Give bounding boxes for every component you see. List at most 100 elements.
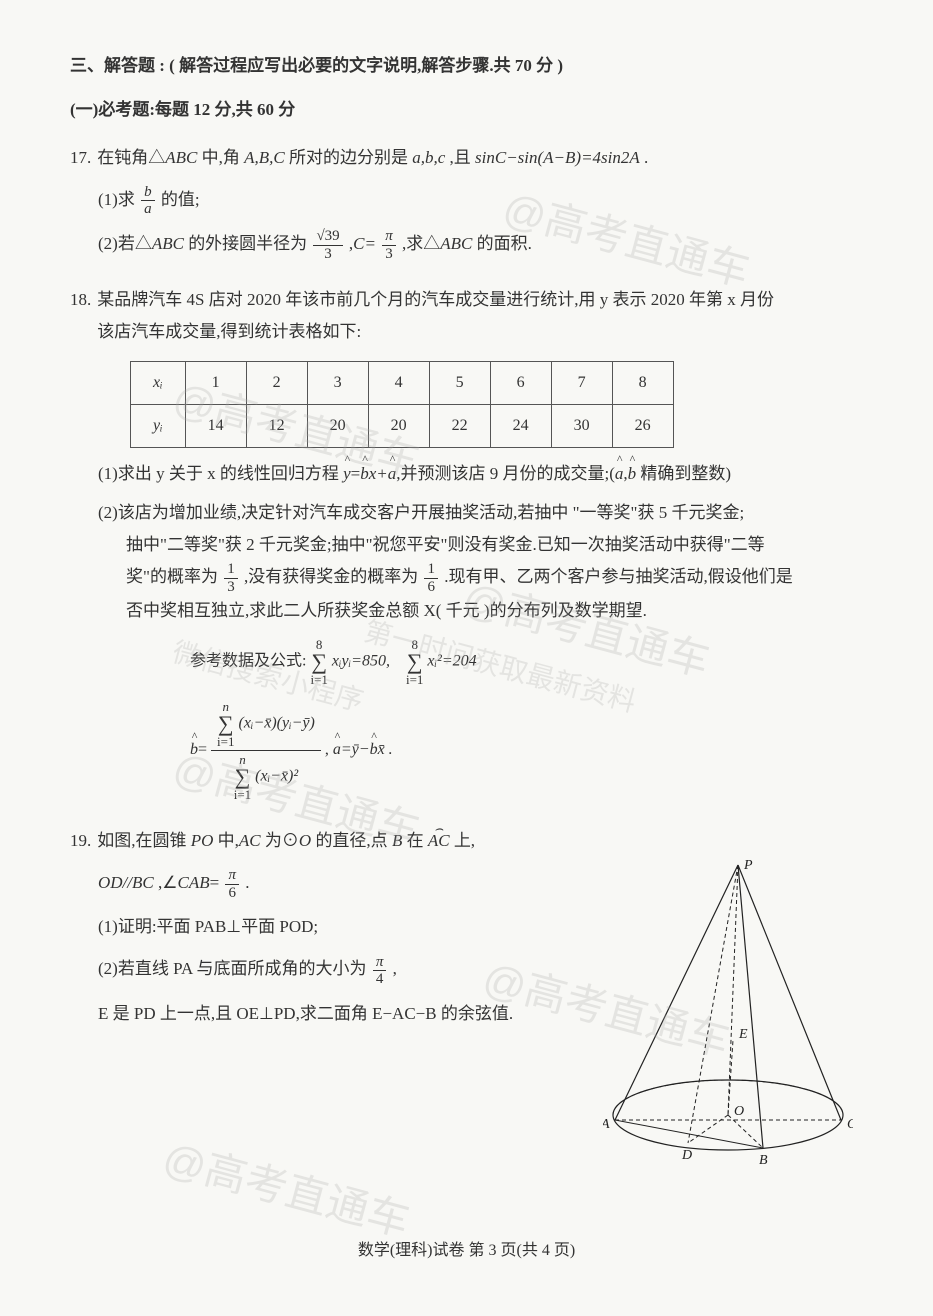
- text: 为⊙: [261, 831, 299, 850]
- text: ,且: [445, 148, 475, 167]
- problem-18: 18. 某品牌汽车 4S 店对 2020 年该市前几个月的汽车成交量进行统计,用…: [70, 284, 863, 803]
- b: B: [392, 831, 402, 850]
- sum-symbol: 8∑i=1: [406, 638, 423, 686]
- problem-num: 18.: [70, 284, 91, 316]
- line: 抽中"二等奖"获 2 千元奖金;抽中"祝您平安"则没有奖金.已知一次抽奖活动中获…: [126, 529, 863, 561]
- line: (2)该店为增加业绩,决定针对汽车成交客户开展抽奖活动,若抽中 "一等奖"获 5…: [98, 497, 863, 529]
- eq: =: [351, 464, 361, 483]
- triangle: ABC: [440, 234, 472, 253]
- svg-text:C: C: [847, 1117, 853, 1132]
- subpart-2: (2)若△ABC 的外接圆半径为 √393 ,C= π3 ,求△ABC 的面积.: [98, 228, 863, 262]
- svg-text:E: E: [738, 1027, 748, 1042]
- subsection-title: (一)必考题:每题 12 分,共 60 分: [70, 94, 863, 126]
- problem-19: 19. 如图,在圆锥 PO 中,AC 为⊙O 的直径,点 B 在 AC 上, O…: [70, 825, 863, 1176]
- a-hat: a: [388, 458, 397, 490]
- o: O: [299, 831, 311, 850]
- problem-num: 17.: [70, 142, 91, 174]
- cone-figure: PACBDOE: [603, 825, 863, 1176]
- cone-svg: PACBDOE: [603, 855, 853, 1165]
- ref-label: 参考数据及公式:: [190, 652, 306, 669]
- fraction: π6: [225, 867, 239, 901]
- a-hat: a: [333, 735, 341, 765]
- svg-text:O: O: [734, 1104, 744, 1119]
- cell: 14: [185, 405, 246, 448]
- ac: AC: [239, 831, 261, 850]
- line: 某品牌汽车 4S 店对 2020 年该市前几个月的汽车成交量进行统计,用 y 表…: [97, 284, 863, 316]
- cell: 26: [612, 405, 673, 448]
- label: (1)求: [98, 190, 135, 209]
- expr: (xᵢ−x̄)²: [255, 767, 298, 784]
- text: 中,: [213, 831, 239, 850]
- text: ,并预测该店 9 月份的成交量;(: [396, 464, 615, 483]
- fraction: 13: [224, 561, 238, 595]
- cell: 2: [246, 361, 307, 404]
- text: x̄ .: [378, 741, 393, 758]
- angles: A,B,C: [244, 148, 285, 167]
- cell: 30: [551, 405, 612, 448]
- expr: (xᵢ−x̄)(yᵢ−ȳ): [238, 714, 314, 731]
- text: 上,: [450, 831, 476, 850]
- text: 的直径,点: [311, 831, 392, 850]
- fraction: 16: [424, 561, 438, 595]
- cell: 5: [429, 361, 490, 404]
- text: =ȳ−: [341, 741, 370, 758]
- reference-formula: 参考数据及公式: 8∑i=1 xᵢyᵢ=850, 8∑i=1 xᵢ²=204 b…: [190, 638, 863, 803]
- text: ,∠: [154, 873, 178, 892]
- cell: 4: [368, 361, 429, 404]
- sum-symbol: 8∑i=1: [310, 638, 327, 686]
- eq: =: [210, 873, 220, 892]
- fraction: π4: [373, 954, 387, 988]
- problem-17: 17. 在钝角△ABC 中,角 A,B,C 所对的边分别是 a,b,c ,且 s…: [70, 142, 863, 262]
- b-hat: b: [360, 458, 369, 490]
- section-title: 三、解答题 : ( 解答过程应写出必要的文字说明,解答步骤.共 70 分 ): [70, 50, 863, 82]
- sum-symbol: n∑i=1: [234, 753, 251, 801]
- arc-ac: AC: [428, 825, 450, 857]
- cell: 7: [551, 361, 612, 404]
- text: 如图,在圆锥: [97, 831, 191, 850]
- cell: 20: [368, 405, 429, 448]
- text: 中,角: [197, 148, 244, 167]
- fraction: √393: [313, 228, 342, 262]
- svg-text:P: P: [743, 858, 753, 873]
- text: ,求△: [402, 234, 440, 253]
- fraction: ba: [141, 184, 155, 218]
- text: 的外接圆半径为: [184, 234, 312, 253]
- text: ,没有获得奖金的概率为: [244, 567, 418, 586]
- cell: 22: [429, 405, 490, 448]
- cell: 8: [612, 361, 673, 404]
- text: .现有甲、乙两个客户参与抽奖活动,假设他们是: [444, 567, 793, 586]
- text: 在钝角△: [97, 148, 165, 167]
- text: (2)若直线 PA 与底面所成角的大小为: [98, 959, 367, 978]
- line: 奖"的概率为 13 ,没有获得奖金的概率为 16 .现有甲、乙两个客户参与抽奖活…: [126, 561, 863, 595]
- line-2: OD//BC ,∠CAB= π6 .: [98, 867, 603, 901]
- fraction: π3: [382, 228, 396, 262]
- problem-body: 某品牌汽车 4S 店对 2020 年该市前几个月的汽车成交量进行统计,用 y 表…: [97, 284, 863, 349]
- text: .: [640, 148, 649, 167]
- page-footer: 数学(理科)试卷 第 3 页(共 4 页): [70, 1236, 863, 1266]
- line: 该店汽车成交量,得到统计表格如下:: [97, 316, 863, 348]
- b-hat: b: [628, 458, 637, 490]
- triangle: ABC: [165, 148, 197, 167]
- cell: 1: [185, 361, 246, 404]
- cell: 24: [490, 405, 551, 448]
- b-hat: b: [190, 735, 198, 765]
- text: 精确到整数): [636, 464, 731, 483]
- po: PO: [191, 831, 214, 850]
- text: 奖"的概率为: [126, 567, 218, 586]
- text: .: [245, 873, 249, 892]
- y-hat: y: [343, 458, 351, 490]
- subpart-3: E 是 PD 上一点,且 OE⊥PD,求二面角 E−AC−B 的余弦值.: [98, 998, 603, 1030]
- data-table: xᵢ 1 2 3 4 5 6 7 8 yᵢ 14 12 20 20 22 24 …: [130, 361, 674, 449]
- text: 的值;: [161, 190, 200, 209]
- subpart-2: (2)若直线 PA 与底面所成角的大小为 π4 ,: [98, 953, 603, 987]
- cell: 20: [307, 405, 368, 448]
- triangle: ABC: [152, 234, 184, 253]
- problem-body: 在钝角△ABC 中,角 A,B,C 所对的边分别是 a,b,c ,且 sinC−…: [97, 142, 863, 174]
- text: 的面积.: [472, 234, 532, 253]
- problem-num: 19.: [70, 825, 91, 857]
- a-hat: a: [615, 458, 624, 490]
- line: 否中奖相互独立,求此二人所获奖金总额 X( 千元 )的分布列及数学期望.: [126, 595, 863, 627]
- text: x+: [369, 464, 388, 483]
- expr: xᵢyᵢ=850,: [332, 652, 390, 669]
- cell: 3: [307, 361, 368, 404]
